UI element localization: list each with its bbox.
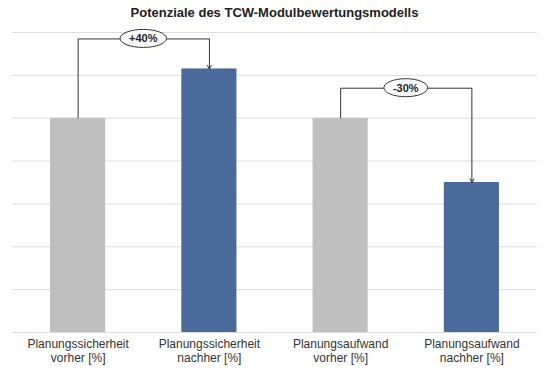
html-text:Potenziale des TCW-Modulbewert: Potenziale des TCW-Modulbewertungsmodell… — [130, 5, 419, 20]
svg-text:-30%: -30% — [393, 82, 419, 94]
svg-text:Planungsaufwandvorher [%]: Planungsaufwandvorher [%] — [293, 337, 388, 365]
svg-text:Planungssicherheitvorher [%]: Planungssicherheitvorher [%] — [27, 337, 129, 365]
svg-text:Planungsaufwandnachher [%]: Planungsaufwandnachher [%] — [424, 337, 519, 365]
svg-text:+40%: +40% — [129, 32, 158, 44]
svg-text:Planungssicherheitnachher [%]: Planungssicherheitnachher [%] — [159, 337, 261, 365]
